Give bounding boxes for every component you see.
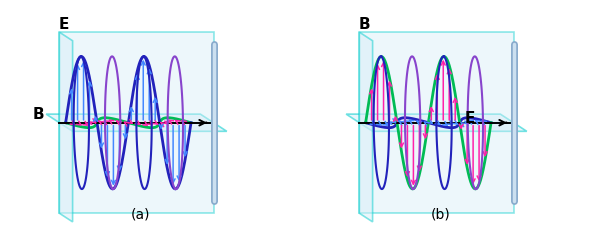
Polygon shape [59,32,214,213]
Text: E: E [464,111,475,126]
Polygon shape [346,114,527,131]
Text: B: B [358,17,370,32]
Polygon shape [59,32,73,222]
Text: (b): (b) [431,208,451,222]
Polygon shape [46,114,227,131]
Text: B: B [33,107,44,122]
Polygon shape [359,32,514,213]
Text: E: E [58,17,69,32]
Polygon shape [359,32,373,222]
Text: (a): (a) [131,208,150,222]
